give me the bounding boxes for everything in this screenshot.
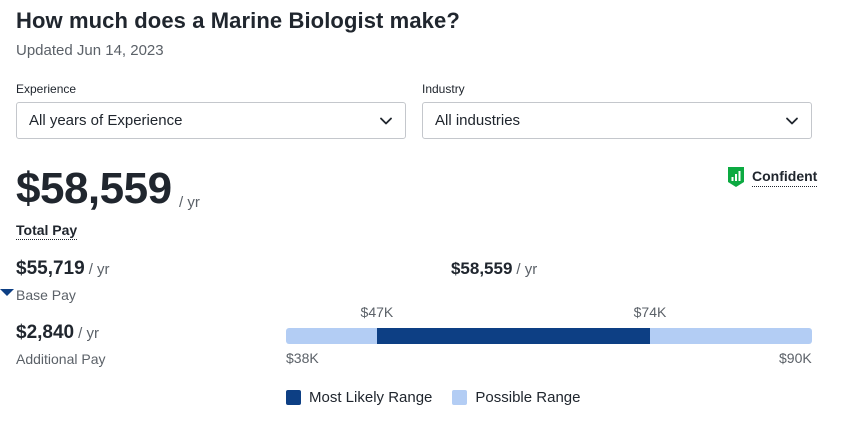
total-pay-unit: / yr [179,194,200,211]
base-pay: $55,719 / yr [16,258,110,280]
base-pay-label: Base Pay [16,287,76,303]
range-max-label: $90K [779,350,812,366]
experience-filter-label: Experience [16,82,77,96]
likely-low-label: $47K [360,304,394,320]
experience-select-value: All years of Experience [29,112,183,129]
page-title: How much does a Marine Biologist make? [16,8,460,33]
updated-date: Updated Jun 14, 2023 [16,42,164,59]
industry-select[interactable]: All industries [422,102,812,139]
industry-select-value: All industries [435,112,521,129]
possible-range-bar [286,328,812,344]
base-pay-unit: / yr [88,261,110,278]
total-pay-amount: $58,559 [16,164,172,213]
most-likely-swatch [286,390,301,405]
median-amount: $58,559 [450,259,513,278]
possible-swatch [452,390,468,405]
range-legend: Most Likely Range Possible Range [286,389,580,406]
confidence-label: Confident [752,168,818,187]
likely-high-label: $74K [633,304,667,320]
additional-pay-label: Additional Pay [16,351,106,367]
range-min-label: $38K [286,350,319,366]
confidence-indicator[interactable]: Confident [726,166,818,188]
median-unit: / yr [516,261,538,278]
legend-most-likely: Most Likely Range [309,389,433,406]
chevron-down-icon [380,117,392,124]
additional-pay: $2,840 / yr [16,322,99,344]
total-pay-label[interactable]: Total Pay [16,222,78,240]
median-marker-label: $58,559 / yr [451,259,537,279]
legend-possible: Possible Range [475,389,581,406]
most-likely-range-bar [377,328,651,344]
confidence-bars-icon [728,167,744,187]
median-pointer-icon [0,289,14,296]
additional-pay-unit: / yr [78,325,99,342]
chevron-down-icon [786,117,798,124]
experience-select[interactable]: All years of Experience [16,102,406,139]
additional-pay-amount: $2,840 [16,322,75,343]
base-pay-amount: $55,719 [16,258,85,279]
industry-filter-label: Industry [422,82,465,96]
